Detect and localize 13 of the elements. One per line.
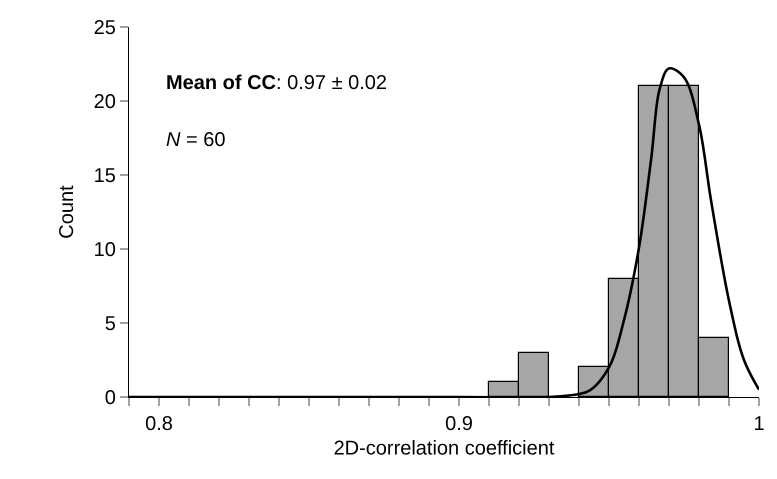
y-tick-label: 10: [94, 239, 116, 261]
y-tick-label: 5: [104, 313, 116, 335]
x-tick-label: 0.9: [445, 413, 473, 436]
x-tick-label: 1: [753, 413, 765, 436]
annotation: Mean of CC: 0.97 ± 0.02: [166, 72, 388, 94]
y-axis-title: Count: [56, 184, 78, 239]
y-tick-label: 20: [94, 91, 116, 113]
x-axis-title: 2D-correlation coefficient: [334, 438, 555, 460]
x-tick-label: 0.8: [145, 413, 173, 436]
y-tick-label: 25: [94, 17, 116, 39]
y-tick-label: 15: [94, 165, 116, 187]
y-tick-label: 0: [104, 387, 116, 409]
annotation: N = 60: [166, 129, 226, 151]
